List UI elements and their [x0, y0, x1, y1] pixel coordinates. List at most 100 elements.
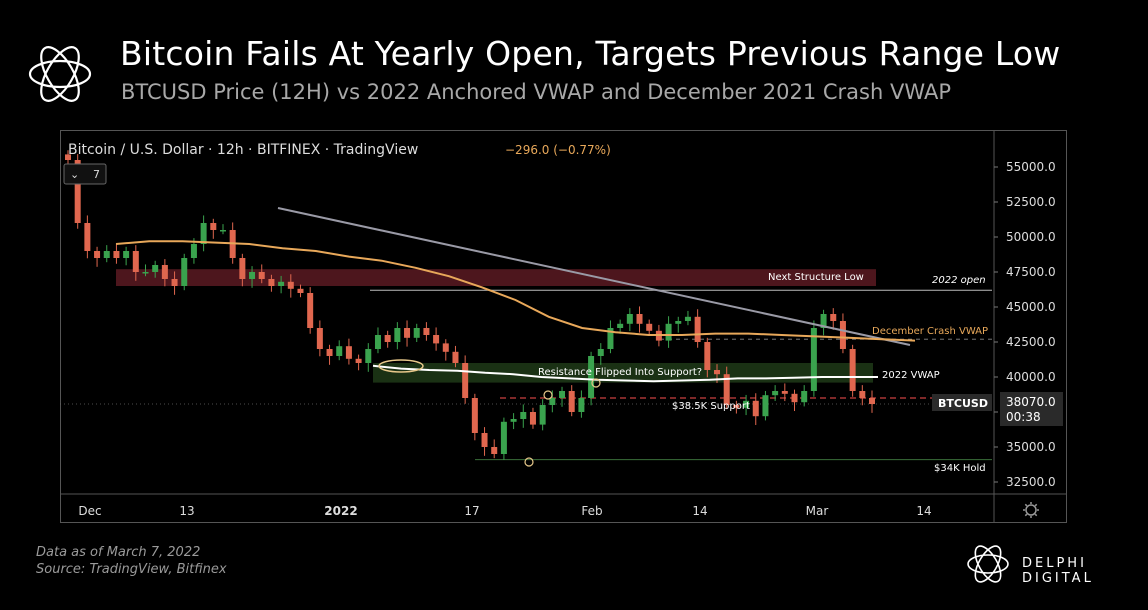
candle [103, 245, 110, 263]
y-tick-label: 32500.0 [1006, 475, 1056, 489]
annotation-december-vwap: December Crash VWAP [872, 326, 988, 337]
candle [820, 309, 827, 336]
price-chart: Next Structure Low 2022 open December Cr… [60, 130, 1067, 523]
candle [249, 266, 256, 288]
x-tick-label: 17 [464, 504, 479, 518]
candle [752, 393, 759, 426]
candle [181, 253, 188, 291]
brand-name: DELPHI DIGITAL [1022, 556, 1094, 586]
candle [219, 224, 226, 235]
candle [781, 383, 788, 402]
candle [278, 275, 285, 294]
candle [258, 264, 265, 284]
annotation-2022-open: 2022 open [932, 275, 986, 286]
page-subtitle: BTCUSD Price (12H) vs 2022 Anchored VWAP… [121, 80, 951, 104]
candle [704, 337, 711, 378]
y-tick-label: 50000.0 [1006, 230, 1056, 244]
brand-footer-logo-icon [967, 545, 1009, 583]
candle [539, 399, 546, 431]
candle [607, 320, 614, 354]
change-readout: −296.0 (−0.77%) [505, 143, 611, 157]
candle [723, 366, 730, 410]
candle [268, 274, 275, 292]
candle [142, 264, 149, 277]
y-tick-label: 42500.0 [1006, 335, 1056, 349]
y-tick-label: 40000.0 [1006, 370, 1056, 384]
candle [597, 343, 604, 365]
candle [830, 308, 837, 330]
y-tick-label: 35000.0 [1006, 440, 1056, 454]
x-tick-label: 2022 [324, 504, 357, 518]
candle [462, 355, 469, 404]
candle [617, 319, 624, 334]
candle [307, 287, 314, 334]
annotation-hold: $34K Hold [934, 463, 986, 474]
candle [733, 400, 740, 414]
candle [374, 327, 381, 354]
y-tick-label: 55000.0 [1006, 160, 1056, 174]
candle [684, 310, 691, 326]
annotation-support: $38.5K Support [672, 401, 750, 412]
candle [791, 389, 798, 412]
marker-circle-3 [524, 457, 534, 467]
candle [452, 345, 459, 368]
candle [481, 427, 488, 456]
candle [161, 259, 168, 287]
candle [694, 309, 701, 348]
candle [394, 322, 401, 350]
candle [113, 243, 120, 264]
marker-circle-2 [591, 378, 601, 388]
candle [210, 218, 217, 239]
chart-frame [60, 130, 1067, 523]
vwap-2022-line [372, 364, 878, 383]
candle [326, 344, 333, 365]
candle [743, 394, 750, 416]
descending-trendline [277, 207, 911, 346]
page-title: Bitcoin Fails At Yearly Open, Targets Pr… [120, 34, 1061, 73]
y-tick-label: 45000.0 [1006, 300, 1056, 314]
candle [442, 339, 449, 361]
candle [345, 338, 352, 365]
candle [529, 407, 536, 429]
countdown-label: 00:38 [1006, 410, 1041, 424]
brand-logo-icon [28, 46, 92, 102]
x-tick-label: 14 [692, 504, 707, 518]
candle [500, 417, 507, 460]
candle [849, 344, 856, 397]
candle [132, 245, 139, 281]
y-tick-label: 47500.0 [1006, 265, 1056, 279]
last-price-label: 38070.0 [1006, 395, 1056, 409]
candle [520, 404, 527, 428]
candle [171, 271, 178, 295]
candle [316, 320, 323, 357]
candle [423, 322, 430, 341]
candle [365, 343, 372, 372]
candle [578, 390, 585, 418]
y-tick-label: 52500.0 [1006, 195, 1056, 209]
data-date-note: Data as of March 7, 2022 [36, 545, 201, 560]
candle [413, 323, 420, 342]
candle [675, 316, 682, 333]
candle [287, 274, 294, 298]
candle [384, 330, 391, 348]
candle [336, 340, 343, 361]
candle [559, 386, 566, 407]
price-axis: 55000.0 52500.0 50000.0 47500.0 45000.0 42500… [994, 160, 1056, 489]
candle [810, 320, 817, 397]
annotation-structure: Next Structure Low [768, 272, 864, 283]
candle [94, 246, 101, 267]
candle [84, 215, 91, 259]
interval-button-label: 7 [93, 168, 100, 181]
x-tick-label: Dec [78, 504, 101, 518]
marker-circle-1 [543, 390, 553, 400]
candle [762, 391, 769, 421]
x-tick-label: Mar [806, 504, 829, 518]
interval-button[interactable]: ⌄ 7 [63, 163, 107, 185]
candle [665, 316, 672, 348]
symbol-header: Bitcoin / U.S. Dollar · 12h · BITFINEX ·… [68, 142, 418, 158]
x-tick-label: 14 [916, 504, 931, 518]
support-ellipse-marker [378, 359, 424, 373]
settings-gear-icon[interactable] [1023, 502, 1039, 518]
candle [646, 319, 653, 335]
candle [239, 253, 246, 287]
